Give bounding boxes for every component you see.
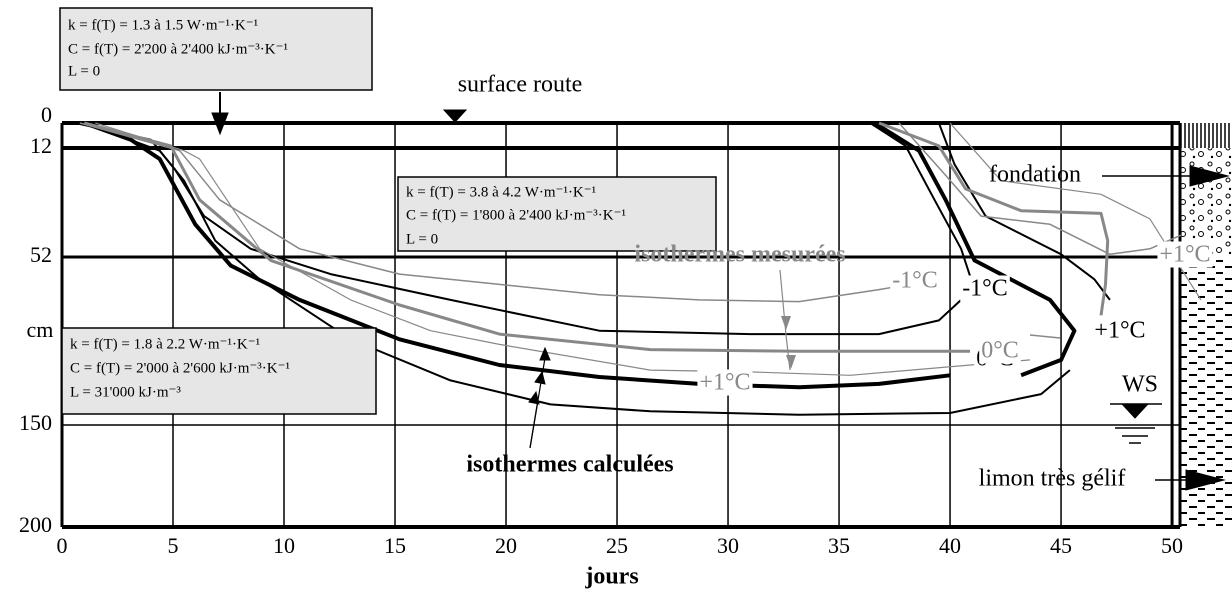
x-tick-label: 0 — [57, 533, 68, 558]
water-label: WS — [1122, 372, 1158, 398]
x-tick-label: 25 — [606, 533, 628, 558]
isotherm — [83, 122, 1111, 416]
x-tick-label: 5 — [168, 533, 179, 558]
surface-label: surface route — [458, 72, 583, 98]
x-tick-label: 50 — [1161, 533, 1183, 558]
y-tick-label: 52 — [30, 242, 52, 267]
layer-property: C = f(T) = 1'800 à 2'400 kJ·m⁻³·K⁻¹ — [406, 207, 626, 223]
label-bg — [960, 275, 1010, 302]
y-tick-label: 200 — [19, 512, 52, 537]
isotherm — [83, 121, 1077, 390]
layer-box — [61, 327, 377, 415]
x-axis-label: jours — [584, 564, 638, 590]
y-tick-label: 12 — [30, 133, 52, 158]
y-tick-label: 150 — [19, 410, 52, 435]
isotherm-label: +1°C — [1094, 318, 1145, 344]
y-tick-label: 0 — [41, 102, 52, 127]
isotherm-label: +1°C — [1159, 242, 1210, 268]
layer-property: L = 0 — [406, 231, 438, 247]
isotherm-label: -1°C — [962, 276, 1008, 302]
label-bg — [890, 267, 940, 294]
isotherm — [79, 122, 1182, 303]
calculated-label: isothermes calculées — [466, 452, 673, 478]
x-tick-label: 20 — [495, 533, 517, 558]
x-tick-label: 30 — [717, 533, 739, 558]
layer-property: k = f(T) = 3.8 à 4.2 W·m⁻¹·K⁻¹ — [406, 184, 596, 200]
layer-property: L = 31'000 kJ·m⁻³ — [70, 384, 181, 400]
x-tick-label: 15 — [384, 533, 406, 558]
layer-property: L = 0 — [68, 63, 100, 79]
label-bg — [697, 369, 753, 396]
x-tick-label: 40 — [939, 533, 961, 558]
decorations — [211, 92, 1230, 491]
layer-property: C = f(T) = 2'200 à 2'400 kJ·m⁻³·K⁻¹ — [68, 41, 288, 57]
x-tick-label: 10 — [273, 533, 295, 558]
layer-property: C = f(T) = 2'000 à 2'600 kJ·m⁻³·K⁻¹ — [70, 360, 290, 376]
layer-box — [59, 7, 373, 91]
label-bg — [1157, 241, 1213, 268]
soil-column — [1178, 123, 1232, 527]
layer-box — [397, 176, 717, 252]
isotherm — [83, 121, 1110, 353]
layer-property: k = f(T) = 1.3 à 1.5 W·m⁻¹·K⁻¹ — [68, 17, 258, 33]
x-tick-label: 35 — [828, 533, 850, 558]
isotherm-label: +1°C — [699, 370, 750, 396]
labels: surface route fondation limon très gélif… — [27, 72, 1213, 590]
foundation-label: fondation — [989, 162, 1081, 188]
isotherm-label: 0°C — [981, 338, 1019, 364]
layer-property: k = f(T) = 1.8 à 2.2 W·m⁻¹·K⁻¹ — [70, 336, 260, 352]
isotherm-label: -1°C — [892, 268, 938, 294]
label-bg — [1092, 317, 1148, 344]
y-axis-label: cm — [27, 317, 54, 342]
silt-label: limon très gélif — [979, 466, 1126, 492]
layer-boxes: k = f(T) = 1.3 à 1.5 W·m⁻¹·K⁻¹ C = f(T) =… — [59, 7, 717, 415]
x-tick-label: 45 — [1050, 533, 1072, 558]
label-bg — [979, 337, 1021, 364]
measured-label: isothermes mesurées — [634, 242, 845, 268]
